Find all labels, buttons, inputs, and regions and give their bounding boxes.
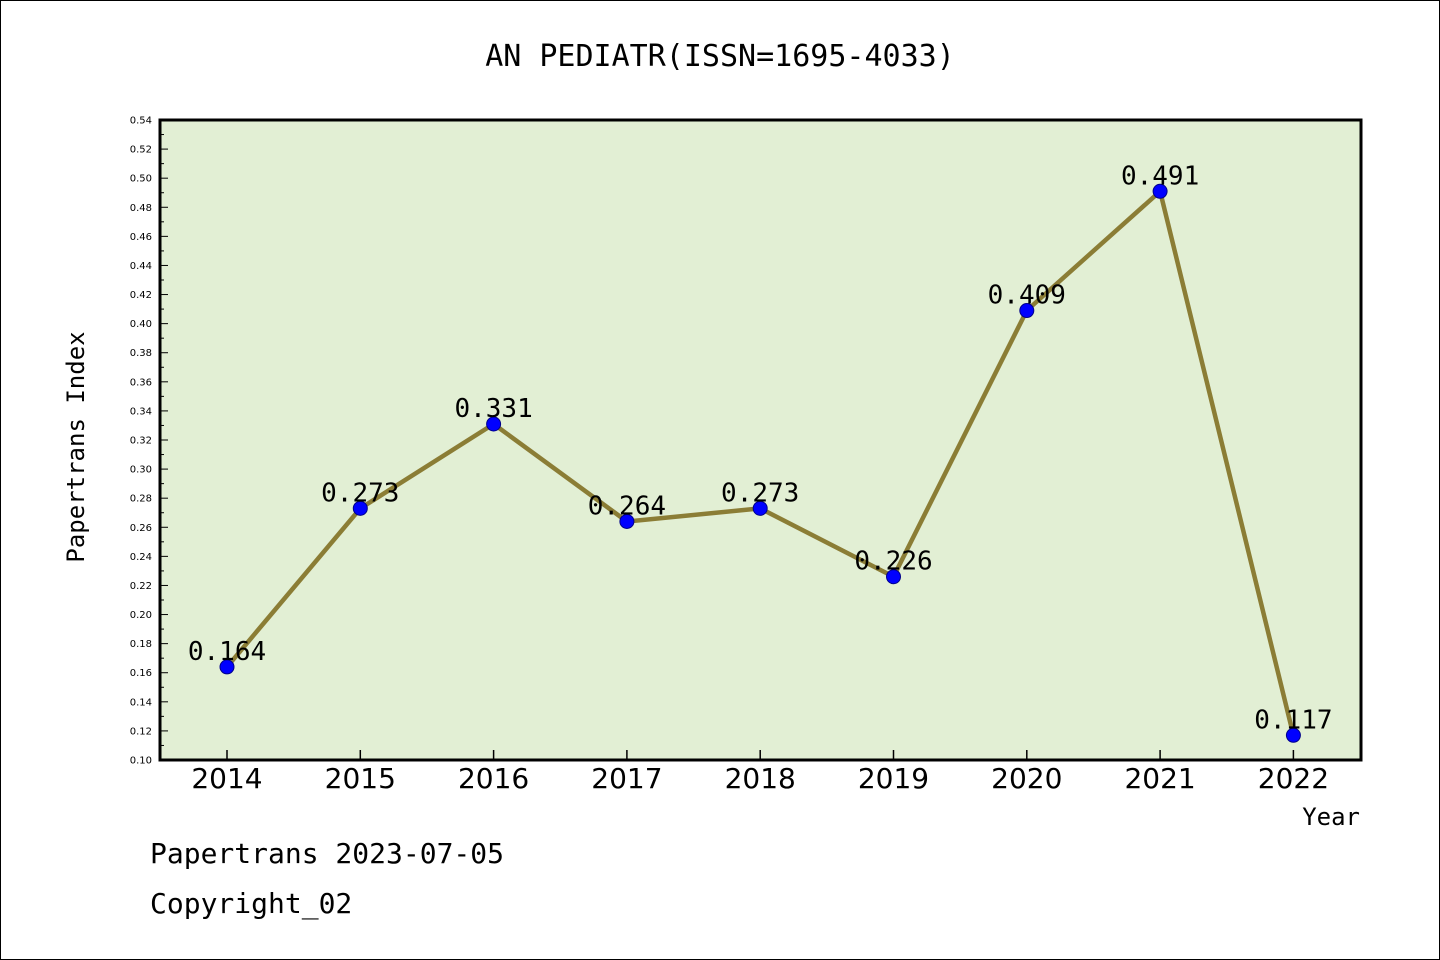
data-label: 0.164 <box>188 637 266 667</box>
data-label: 0.491 <box>1121 161 1199 191</box>
data-labels: 0.164 0.273 0.331 0.264 0.273 0.226 0.409 0.491… <box>188 161 1333 735</box>
y-tick-label: 0.16 <box>130 668 152 679</box>
y-tick-label: 0.50 <box>130 174 152 185</box>
y-tick-label: 0.10 <box>130 756 152 767</box>
y-tick-label: 0.54 <box>130 116 152 127</box>
data-label: 0.226 <box>854 547 932 577</box>
x-tick-label: 2016 <box>458 762 529 795</box>
x-tick-label: 2022 <box>1258 762 1329 795</box>
footer-copyright: Copyright_02 <box>150 887 352 921</box>
y-tick-label: 0.22 <box>130 581 152 592</box>
plot-area <box>158 118 1363 762</box>
y-tick-label: 0.30 <box>130 465 152 476</box>
y-tick-label: 0.44 <box>130 261 152 272</box>
x-axis: 2014 2015 2016 2017 2018 2019 2020 2021 2022 <box>191 750 1329 795</box>
data-label: 0.273 <box>721 478 799 508</box>
y-tick-label: 0.46 <box>130 232 152 243</box>
y-tick-label: 0.26 <box>130 523 152 534</box>
footer-date: Papertrans 2023-07-05 <box>150 837 504 870</box>
data-markers <box>219 183 1301 743</box>
x-tick-label: 2017 <box>591 762 662 795</box>
y-tick-label: 0.48 <box>130 203 152 214</box>
y-tick-label: 0.24 <box>130 552 152 563</box>
y-tick-label: 0.34 <box>130 406 152 417</box>
y-tick-label: 0.28 <box>130 494 152 505</box>
y-tick-label: 0.36 <box>130 377 152 388</box>
x-tick-label: 2018 <box>725 762 796 795</box>
y-tick-label: 0.40 <box>130 319 152 330</box>
x-tick-label: 2014 <box>191 762 262 795</box>
data-label: 0.264 <box>588 491 666 521</box>
chart-title: AN PEDIATR(ISSN=1695-4033) <box>485 39 955 74</box>
data-point <box>886 569 901 585</box>
y-tick-label: 0.20 <box>130 610 152 621</box>
y-tick-label: 0.42 <box>130 290 152 301</box>
x-tick-label: 2019 <box>858 762 929 795</box>
data-point <box>619 513 635 529</box>
data-point <box>1285 727 1301 743</box>
data-point <box>486 416 502 432</box>
data-point <box>1019 303 1035 319</box>
data-label: 0.117 <box>1254 705 1332 735</box>
x-tick-label: 2015 <box>325 762 396 795</box>
y-axis-label: Papertrans Index <box>62 331 90 562</box>
y-axis: 0.10 0.12 0.14 0.16 0.18 0.20 0.22 0.24 0.26 0.28… <box>130 116 168 767</box>
data-point <box>352 500 368 516</box>
data-point <box>219 659 235 675</box>
x-tick-label: 2021 <box>1124 762 1195 795</box>
y-tick-label: 0.32 <box>130 436 152 447</box>
data-label: 0.331 <box>454 394 532 424</box>
data-label: 0.273 <box>321 478 399 508</box>
y-tick-label: 0.14 <box>130 697 152 708</box>
y-tick-label: 0.12 <box>130 726 152 737</box>
y-tick-label: 0.18 <box>130 639 152 650</box>
x-tick-label: 2020 <box>991 762 1062 795</box>
data-label: 0.409 <box>988 281 1066 311</box>
y-tick-label: 0.38 <box>130 348 152 359</box>
data-point <box>1152 183 1168 199</box>
x-axis-label: Year <box>1302 803 1360 831</box>
y-tick-label: 0.52 <box>130 145 152 156</box>
data-point <box>752 500 768 516</box>
